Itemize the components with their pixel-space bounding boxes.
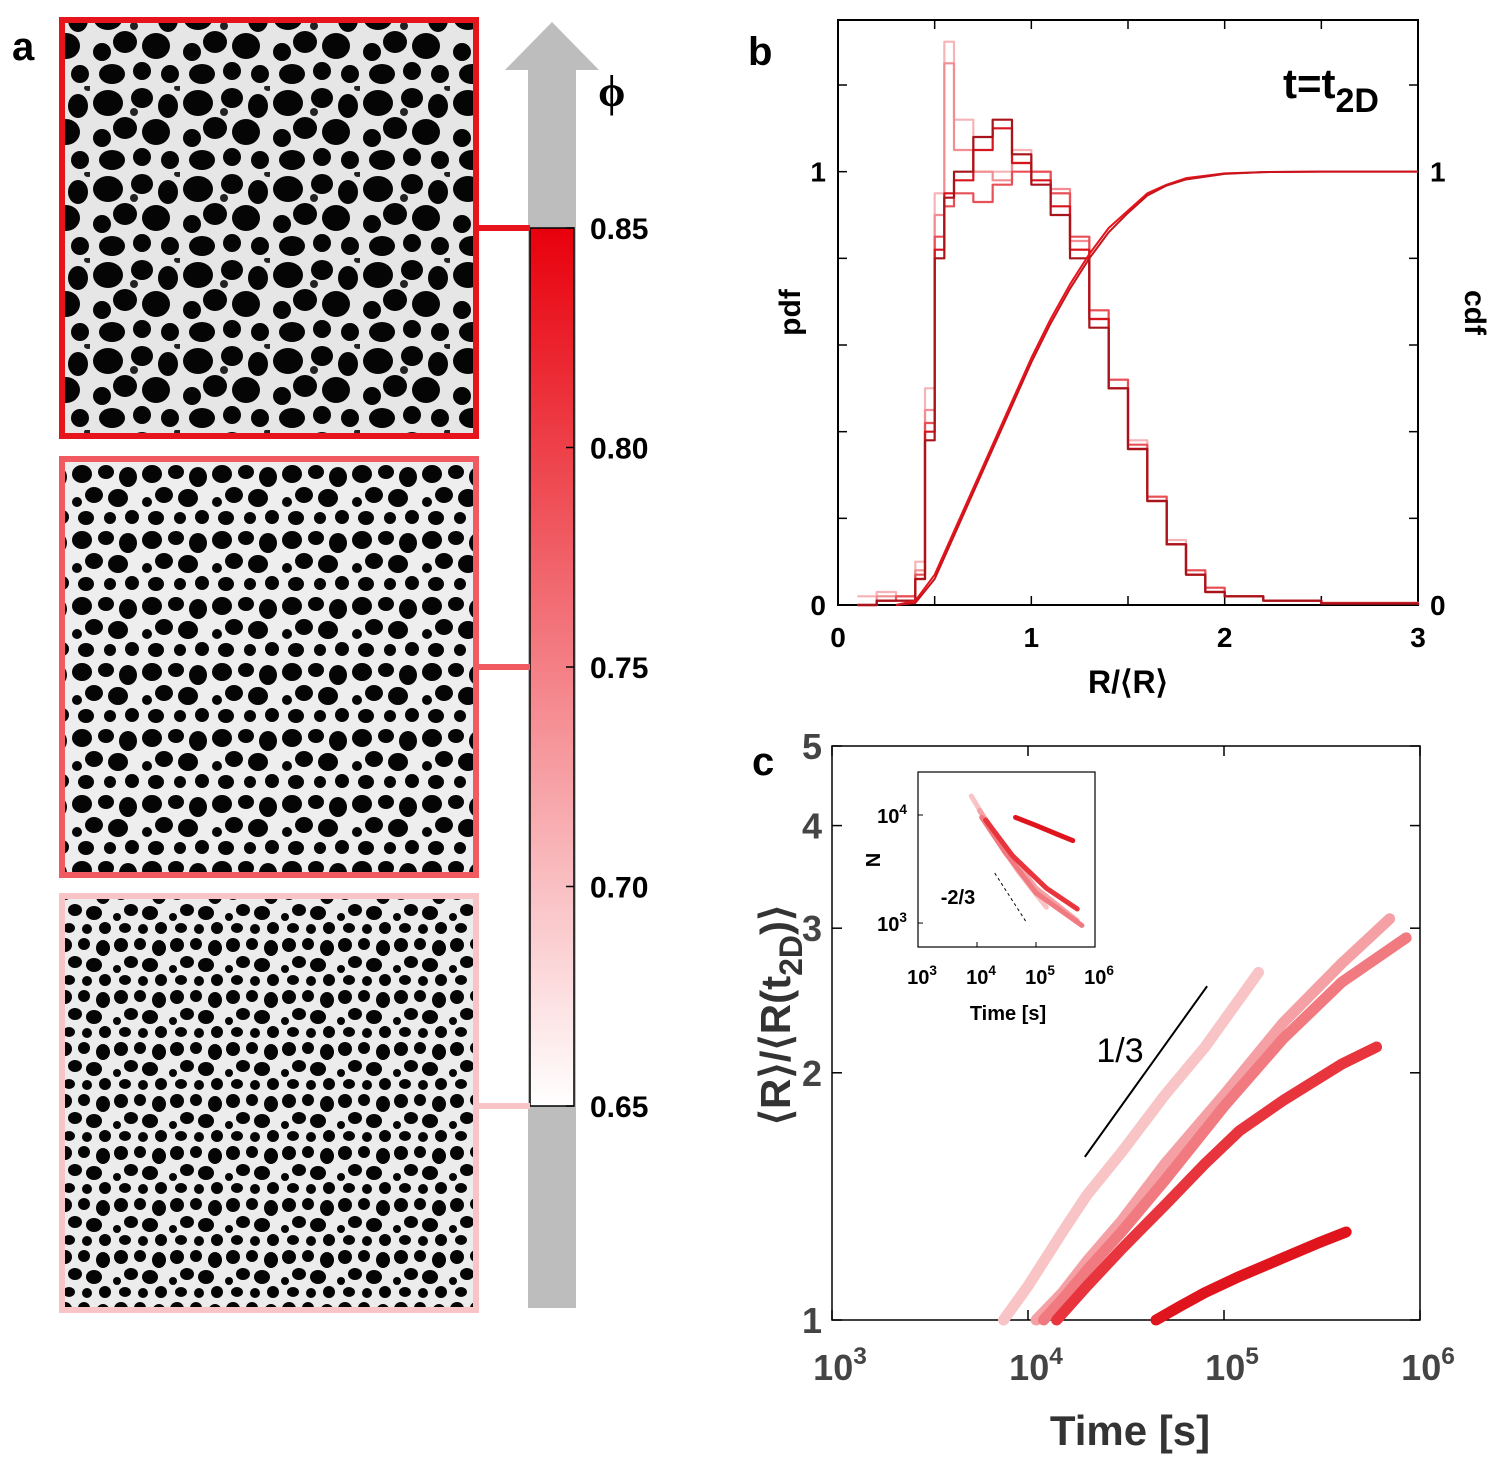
y-axis-label: ⟨R⟩/⟨R(t2D)⟩ bbox=[752, 905, 809, 1126]
inset-series-4 bbox=[1013, 814, 1076, 844]
series-2 bbox=[1038, 932, 1412, 1326]
foam-image-phi-075 bbox=[59, 456, 479, 878]
y-axis-label: pdf bbox=[774, 288, 807, 336]
colorbar-ticks: 0.85 0.80 0.75 0.70 0.65 bbox=[566, 213, 648, 1124]
y-tick-label-2: 3 bbox=[802, 908, 822, 949]
y2-tick-label-1: 1 bbox=[1430, 157, 1446, 188]
x-axis-label: Time [s] bbox=[1050, 1407, 1210, 1454]
series-4 bbox=[857, 118, 1420, 607]
x-tick-label-3: 3 bbox=[1410, 622, 1426, 653]
x-tick-label-1: 104 bbox=[1009, 1343, 1063, 1388]
colorbar-tick-label-0: 0.85 bbox=[590, 213, 648, 246]
x-tick-label-0: 103 bbox=[813, 1343, 867, 1388]
x-tick-label-1: 1 bbox=[1024, 622, 1040, 653]
series-1 bbox=[857, 62, 1420, 607]
series-6 bbox=[895, 170, 1418, 606]
inset-slope-line bbox=[994, 872, 1028, 924]
x-axis-label: R/⟨R⟩ bbox=[1088, 664, 1168, 700]
colorbar-tick-label-3: 0.70 bbox=[590, 872, 648, 905]
panel-b-label: b bbox=[748, 30, 772, 74]
slope-guide-line bbox=[1084, 985, 1208, 1158]
y-tick-label-3: 4 bbox=[802, 806, 822, 847]
chart-b-title: t=t2D bbox=[1283, 60, 1379, 120]
series-0 bbox=[998, 966, 1265, 1326]
inset-slope-label: -2/3 bbox=[941, 887, 975, 909]
series-2 bbox=[857, 170, 1420, 607]
inset-x-tick-label-0: 103 bbox=[907, 963, 937, 989]
plot-frame bbox=[831, 745, 1421, 1321]
colorbar-tick-label-1: 0.80 bbox=[590, 433, 648, 466]
colorbar-connectors bbox=[476, 225, 530, 1109]
slope-label: 1/3 bbox=[1096, 1032, 1143, 1070]
inset-x-tick-label-3: 106 bbox=[1084, 963, 1114, 989]
series-0 bbox=[857, 40, 1420, 605]
inset-series-3 bbox=[983, 817, 1080, 912]
inset-y-axis-label: N bbox=[863, 853, 885, 867]
x-tick-label-2: 2 bbox=[1217, 622, 1233, 653]
x-tick-label-3: 106 bbox=[1401, 1343, 1455, 1388]
colorbar-tick-label-4: 0.65 bbox=[590, 1091, 648, 1124]
inset-frame bbox=[917, 771, 1096, 948]
inset-series-2 bbox=[979, 814, 1085, 928]
x-tick-label-0: 0 bbox=[830, 622, 846, 653]
phi-symbol: ϕ bbox=[598, 67, 625, 116]
inset-x-tick-label-1: 104 bbox=[966, 963, 996, 989]
inset-x-axis-label: Time [s] bbox=[970, 1003, 1046, 1025]
y-tick-label-0: 1 bbox=[802, 1300, 822, 1341]
inset-y-tick-label-1: 104 bbox=[877, 802, 907, 828]
x-tick-label-2: 105 bbox=[1205, 1343, 1259, 1388]
series-3 bbox=[857, 127, 1420, 607]
chart-c-inset: 103 104 105 106 103 104 Time [s] N -2/3 bbox=[863, 771, 1114, 1025]
series-3 bbox=[1051, 1041, 1383, 1326]
series-5 bbox=[895, 170, 1418, 606]
inset-x-tick-label-2: 105 bbox=[1025, 963, 1055, 989]
y2-axis-label: cdf bbox=[1458, 290, 1491, 336]
y-tick-label-1: 1 bbox=[810, 157, 826, 188]
panel-c-label: c bbox=[752, 740, 774, 784]
y-tick-label-4: 5 bbox=[802, 726, 822, 767]
panel-a-label: a bbox=[12, 25, 35, 69]
y2-tick-label-0: 0 bbox=[1430, 590, 1446, 621]
foam-image-phi-065 bbox=[59, 893, 479, 1313]
foam-image-phi-085 bbox=[59, 17, 479, 439]
y-tick-label-1: 2 bbox=[802, 1053, 822, 1094]
series-4 bbox=[1150, 1226, 1352, 1326]
chart-c: 103 104 105 106 1 2 3 4 5 Time [s] ⟨R⟩/⟨R(t2D)⟩ 1/3 bbox=[752, 726, 1455, 1454]
colorbar-tick-label-2: 0.75 bbox=[590, 652, 648, 685]
y-tick-label-0: 0 bbox=[810, 590, 826, 621]
inset-y-tick-label-0: 103 bbox=[877, 910, 907, 936]
